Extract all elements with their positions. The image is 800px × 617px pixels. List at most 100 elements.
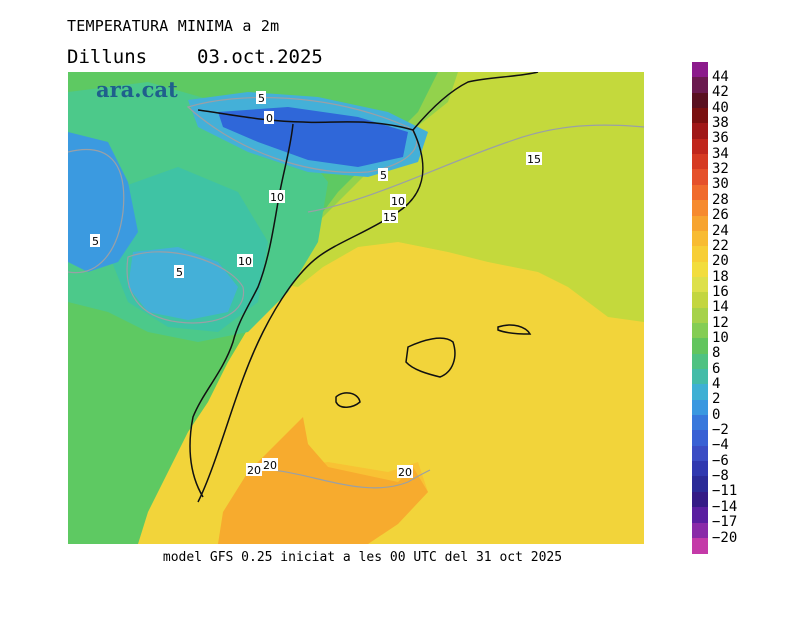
legend-swatch [692, 507, 708, 523]
legend-swatch [692, 537, 708, 554]
legend-swatch [692, 215, 708, 232]
field-blue-center [128, 247, 238, 320]
legend-swatch [692, 261, 708, 278]
contour-label: 15 [527, 153, 541, 166]
day-label: Dilluns [67, 46, 148, 68]
legend-swatch [692, 384, 708, 401]
legend-tick-label: 10 [712, 329, 729, 346]
legend-swatch [692, 92, 708, 109]
contour-15 [307, 124, 644, 213]
legend-swatch [692, 322, 708, 339]
contour-label: 10 [270, 191, 284, 204]
legend-tick-label: −14 [712, 498, 738, 515]
legend-tick-label: −6 [712, 452, 729, 469]
contour-5 [186, 96, 418, 174]
legend-tick-label: −17 [712, 514, 738, 531]
field-blue-west [68, 132, 138, 272]
legend-tick-label: 32 [712, 161, 729, 178]
legend-tick-label: 18 [712, 268, 729, 285]
legend-tick-label: 20 [712, 253, 729, 270]
legend-swatch [692, 276, 708, 293]
legend-tick-label: 30 [712, 176, 729, 193]
legend-tick-label: 26 [712, 207, 729, 224]
contour-label: 5 [258, 92, 265, 105]
contour-label: 5 [92, 235, 99, 248]
menorca [497, 324, 532, 335]
legend-tick-label: 12 [712, 314, 729, 331]
legend-tick-label: 40 [712, 99, 729, 116]
contour-10 [68, 148, 125, 274]
legend-swatch [692, 154, 708, 170]
legend-tick-label: 24 [712, 222, 729, 239]
legend-tick-label: 16 [712, 283, 729, 300]
legend-tick-label: −11 [712, 483, 738, 500]
contour-label: 20 [263, 459, 277, 472]
legend-tick-label: −2 [712, 422, 729, 439]
legend-swatch [692, 246, 708, 263]
contour-label: 10 [391, 195, 405, 208]
coast-east [412, 72, 539, 131]
contour-label-group: 5 0 5 10 10 15 5 5 10 15 20 20 20 [90, 91, 542, 479]
contour-label: 15 [383, 211, 397, 224]
legend-swatch [692, 415, 708, 431]
legend-tick-label: 42 [712, 84, 729, 101]
legend-swatch [692, 522, 708, 539]
legend-tick-label: 4 [712, 376, 721, 392]
legend-tick-label: 22 [712, 237, 729, 254]
legend-swatch [692, 445, 708, 462]
legend-tick-label: 36 [712, 130, 729, 147]
ara-cat-logo[interactable]: ara.cat [96, 77, 178, 102]
date-line: Dilluns 03.oct.2025 [67, 46, 323, 68]
ibiza [335, 392, 361, 408]
legend-swatch [692, 169, 708, 186]
chart-title: TEMPERATURA MINIMA a 2m [67, 17, 280, 35]
contour-5b [126, 251, 245, 324]
coast-catalonia [197, 129, 424, 503]
contour-label: 10 [238, 255, 252, 268]
legend-swatch [692, 461, 708, 477]
legend-swatch [692, 230, 708, 247]
contour-20 [247, 468, 431, 489]
legend-tick-label: 14 [712, 299, 729, 316]
contour-label: 0 [266, 112, 273, 125]
legend-tick-label: 44 [712, 69, 729, 85]
legend-tick-label: −4 [712, 437, 729, 454]
legend-tick-label: 38 [712, 115, 729, 132]
model-footer: model GFS 0.25 iniciat a les 00 UTC del … [162, 550, 563, 565]
legend-swatch [692, 430, 708, 447]
map-canvas: 5 0 5 10 10 15 5 5 10 15 20 20 20 [68, 72, 644, 544]
contour-label: 20 [247, 464, 261, 477]
legend-tick-label: −20 [712, 529, 738, 546]
legend-swatch [692, 476, 708, 493]
legend-tick-label: 0 [712, 406, 721, 423]
legend-swatch [692, 184, 708, 201]
contour-label: 20 [398, 466, 412, 479]
legend-swatch [692, 307, 708, 324]
mallorca [405, 337, 456, 378]
contour-label: 5 [176, 266, 183, 279]
color-legend: 44 42 40 38 36 34 32 30 28 26 24 22 20 18 16 14 12 10 8 6 4 2… [692, 62, 782, 556]
legend-tick-label: 34 [712, 145, 729, 162]
legend-tick-label: −8 [712, 468, 729, 485]
legend-swatch [692, 123, 708, 140]
legend-swatch [692, 77, 708, 94]
legend-swatch [692, 138, 708, 155]
legend-swatch [692, 491, 708, 508]
legend-swatch [692, 338, 708, 355]
legend-swatch [692, 353, 708, 370]
legend-swatch [692, 292, 708, 309]
legend-swatch [692, 62, 708, 78]
french-border [197, 109, 414, 131]
legend-tick-label: 2 [712, 391, 721, 408]
date-label: 03.oct.2025 [197, 46, 323, 68]
legend-tick-label: 8 [712, 345, 721, 362]
legend-swatch [692, 108, 708, 124]
legend-tick-label: 6 [712, 360, 721, 377]
temperature-map: 5 0 5 10 10 15 5 5 10 15 20 20 20 [68, 72, 644, 544]
legend-swatch [692, 399, 708, 416]
contour-label: 5 [380, 169, 387, 182]
legend-swatch [692, 369, 708, 385]
contour-lines [68, 96, 644, 489]
legend-swatch [692, 200, 708, 216]
legend-tick-label: 28 [712, 191, 729, 208]
